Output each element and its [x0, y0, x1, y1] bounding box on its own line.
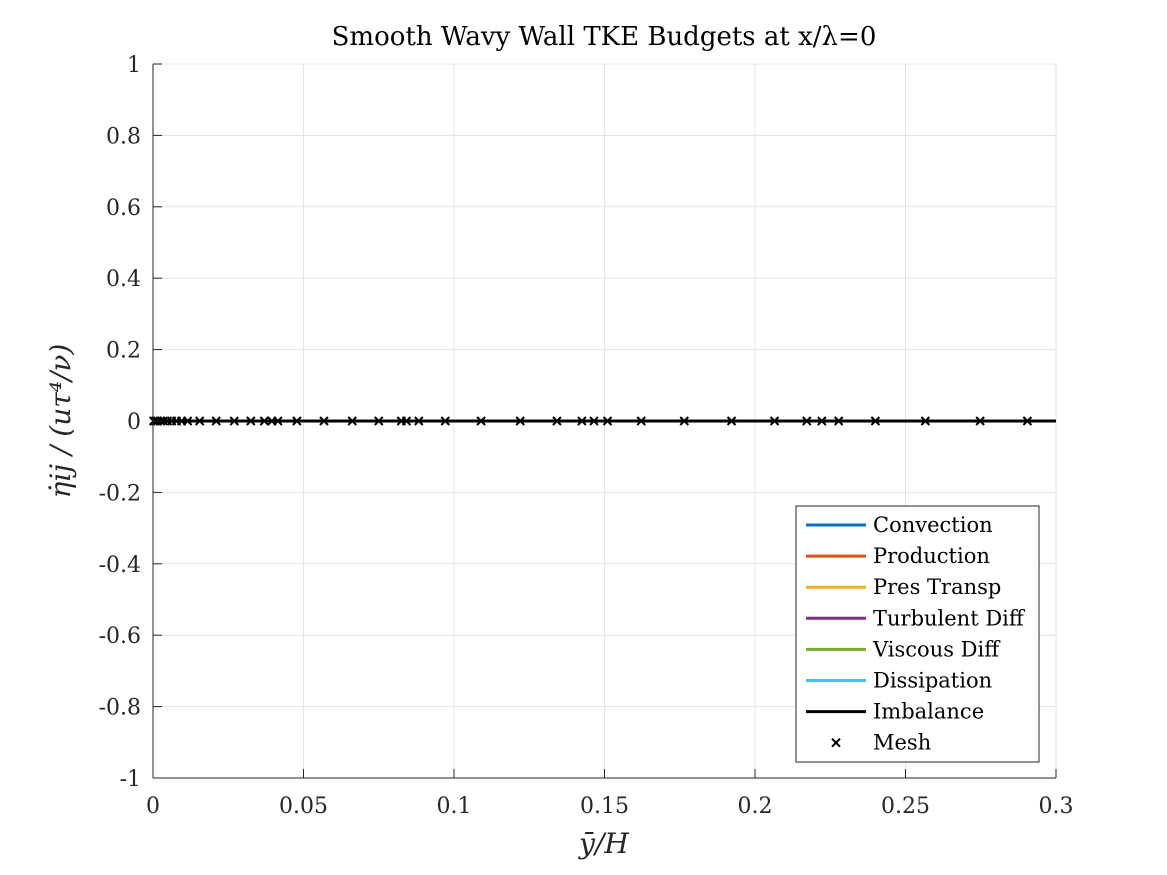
mesh-marker — [515, 416, 525, 426]
y-tick-label: 1 — [127, 53, 141, 78]
legend-label: Turbulent Diff — [873, 606, 1026, 630]
mesh-marker — [158, 416, 169, 426]
x-tick-label: 0.1 — [437, 794, 472, 819]
mesh-marker — [414, 416, 424, 426]
legend-label: Convection — [873, 513, 993, 537]
y-tick-label: -0.4 — [99, 553, 141, 578]
legend-label: Production — [873, 544, 990, 568]
legend-label: Mesh — [873, 731, 931, 755]
y-tick-labels: 1 0.8 0.6 0.4 0.2 0 -0.2 -0.4 -0.6 -0.8 -1 — [99, 53, 141, 792]
mesh-marker — [769, 416, 780, 426]
x-tick-label: 0.15 — [580, 794, 629, 819]
mesh-marker — [636, 416, 646, 426]
x-tick-label: 0 — [146, 794, 160, 819]
y-tick-label: -0.6 — [99, 624, 141, 649]
mesh-marker — [374, 416, 384, 426]
mesh-marker — [833, 416, 844, 426]
mesh-marker — [246, 416, 256, 426]
mesh-marker — [726, 416, 737, 426]
mesh-marker — [975, 416, 985, 426]
mesh-marker — [920, 416, 931, 426]
mesh-marker — [292, 416, 302, 426]
y-tick-label: -1 — [120, 767, 141, 792]
mesh-marker — [401, 416, 412, 426]
axes — [152, 63, 1057, 779]
x-tick-label: 0.2 — [738, 794, 773, 819]
mesh-marker — [577, 416, 587, 426]
legend-label: Viscous Diff — [872, 637, 1001, 661]
mesh-marker — [817, 416, 827, 426]
y-tick-label: 0.8 — [106, 124, 141, 149]
mesh-marker — [273, 416, 283, 426]
chart-title: Smooth Wavy Wall TKE Budgets at x/λ=0 — [332, 22, 877, 52]
y-tick-label: -0.8 — [99, 696, 141, 721]
mesh-marker — [602, 416, 613, 426]
y-tick-label: 0.2 — [106, 339, 141, 364]
mesh-marker — [211, 416, 221, 426]
x-tick-labels: 0 0.05 0.1 0.15 0.2 0.25 0.3 — [146, 794, 1074, 819]
mesh-marker — [194, 416, 205, 426]
mesh-marker — [1022, 416, 1033, 426]
mesh-markers — [148, 416, 1033, 426]
mesh-marker — [870, 416, 881, 426]
x-tick-label: 0.05 — [279, 794, 328, 819]
y-axis-label: η̇ij / (uτ⁴/ν) — [44, 344, 77, 499]
legend-label: Imbalance — [873, 700, 984, 724]
y-tick-label: 0.6 — [106, 196, 141, 221]
x-tick-label: 0.3 — [1039, 794, 1074, 819]
mesh-marker — [679, 416, 689, 426]
mesh-marker — [347, 416, 357, 426]
mesh-marker — [476, 416, 486, 426]
mesh-marker — [440, 416, 450, 426]
y-tick-label: 0.4 — [106, 267, 141, 292]
legend-box — [795, 505, 1040, 763]
legend-label: Pres Transp — [873, 575, 1001, 599]
y-tick-label: -0.2 — [99, 481, 141, 506]
mesh-marker — [552, 416, 562, 426]
mesh-marker — [229, 416, 239, 426]
x-tick-label: 0.25 — [881, 794, 930, 819]
mesh-marker — [182, 416, 193, 426]
x-axis-label: ȳ/H — [577, 827, 629, 860]
y-tick-label: 0 — [127, 410, 141, 435]
legend-label: Dissipation — [873, 669, 992, 693]
mesh-marker — [802, 416, 812, 426]
mesh-marker — [259, 416, 270, 426]
legend: Convection Production Pres Transp Turbulent… — [795, 505, 1040, 763]
mesh-marker — [319, 416, 329, 426]
legend-swatch — [831, 737, 841, 748]
mesh-marker — [589, 416, 599, 426]
